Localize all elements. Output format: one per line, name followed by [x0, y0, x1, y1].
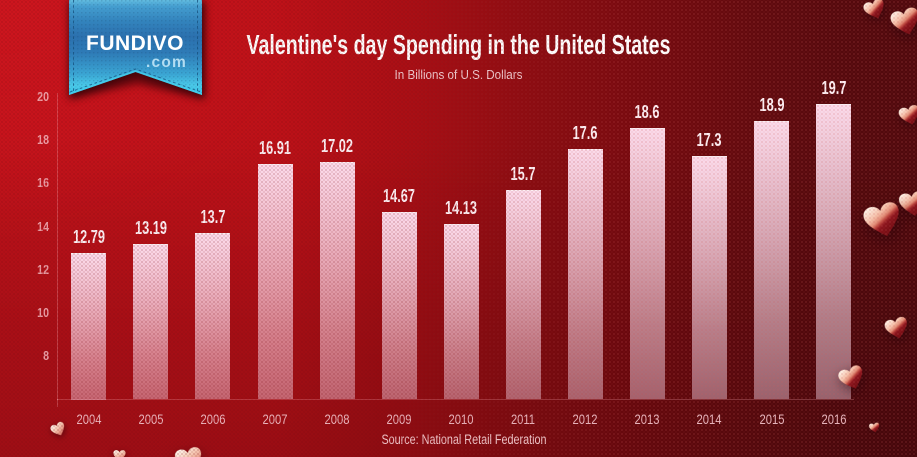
svg-text:FUNDIVO: FUNDIVO: [86, 32, 184, 55]
svg-text:.com: .com: [146, 54, 187, 71]
